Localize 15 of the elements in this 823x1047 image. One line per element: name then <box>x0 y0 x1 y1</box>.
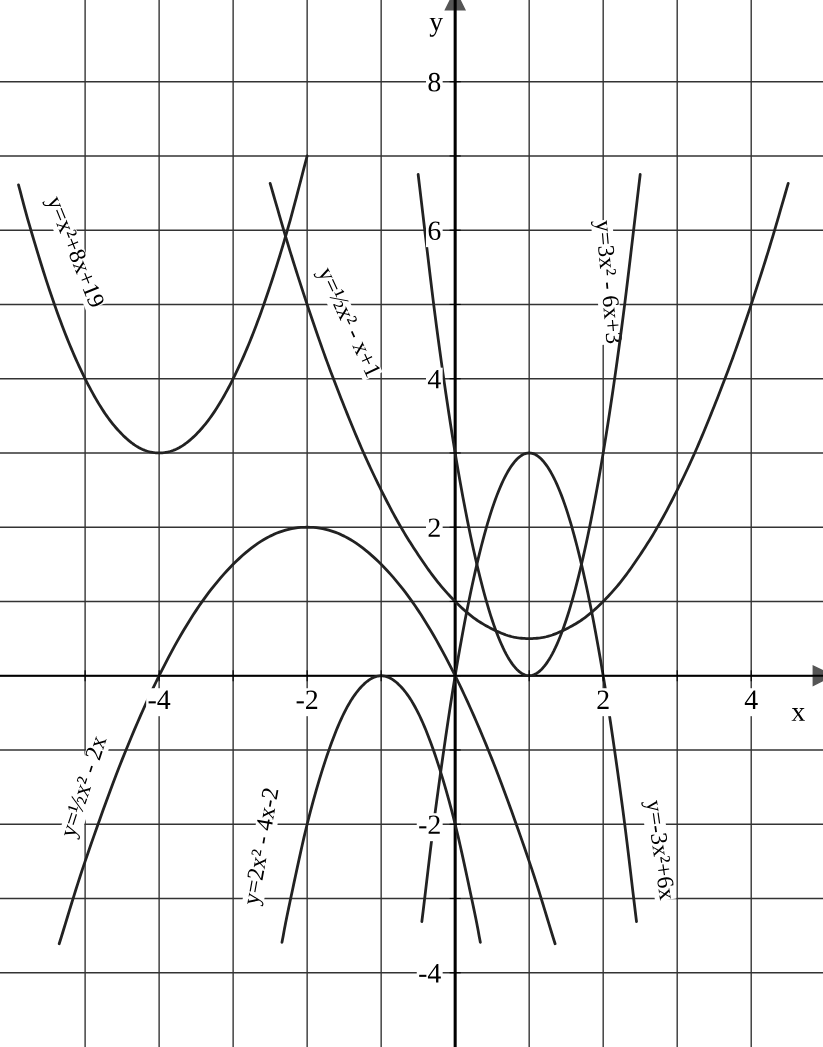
annotation: y=½x² - 2x <box>59 734 112 841</box>
y-tick-label: -2 <box>419 815 440 834</box>
y-tick-label: 4 <box>427 370 441 389</box>
x-axis-title: x <box>791 708 805 721</box>
y-tick-label: -4 <box>419 964 441 983</box>
x-tick-label: 2 <box>597 690 609 709</box>
y-axis-title: y <box>429 17 444 37</box>
y-tick-label: 6 <box>428 221 441 241</box>
x-tick-label: 4 <box>744 690 758 709</box>
annotation: y=-3x²+6x <box>641 799 676 902</box>
x-tick-label: -4 <box>148 690 171 709</box>
y-tick-label: 2 <box>428 518 440 537</box>
x-tick-label: -2 <box>296 690 318 709</box>
annotation: y=2x² - 4x-2 <box>242 787 284 907</box>
y-tick-label: 8 <box>428 72 441 92</box>
